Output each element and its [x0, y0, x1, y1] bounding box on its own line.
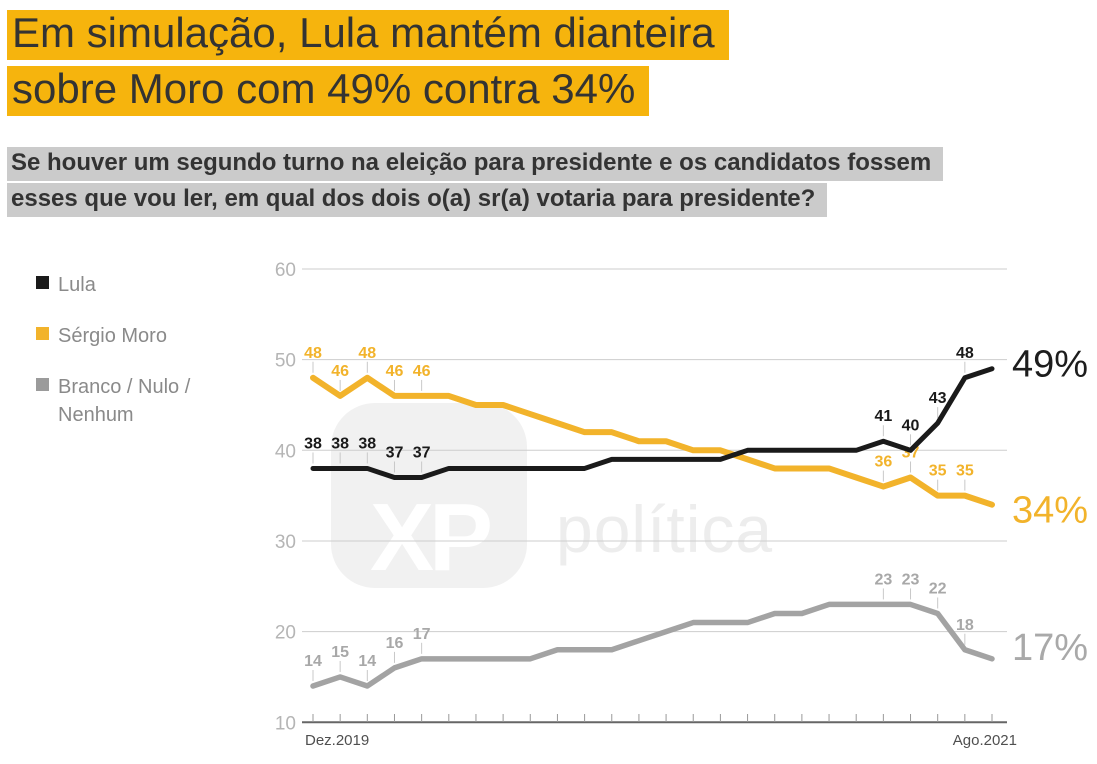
headline-line-1: Em simulação, Lula mantém dianteira — [7, 10, 729, 60]
svg-text:48: 48 — [358, 345, 376, 362]
svg-text:14: 14 — [358, 653, 376, 670]
legend-label-branco-nulo-nenhum: Branco / Nulo / Nenhum — [58, 376, 191, 426]
svg-text:41: 41 — [874, 408, 892, 425]
svg-text:37: 37 — [386, 445, 404, 462]
svg-text:22: 22 — [929, 580, 947, 597]
svg-text:40: 40 — [275, 441, 296, 462]
svg-text:34%: 34% — [1012, 490, 1088, 532]
svg-text:35: 35 — [929, 463, 947, 480]
svg-text:37: 37 — [413, 445, 431, 462]
svg-text:Ago.2021: Ago.2021 — [953, 732, 1017, 749]
branco-nulo-color-swatch — [36, 378, 49, 391]
lula-color-swatch — [36, 276, 49, 289]
svg-text:36: 36 — [874, 454, 892, 471]
legend-item-branco-nulo-nenhum: Branco / Nulo / Nenhum — [36, 373, 190, 429]
svg-text:38: 38 — [304, 435, 322, 452]
svg-text:43: 43 — [929, 390, 947, 407]
svg-text:10: 10 — [275, 713, 296, 734]
legend-label-lula: Lula — [58, 274, 96, 296]
svg-text:17: 17 — [413, 626, 431, 643]
svg-text:60: 60 — [275, 260, 296, 281]
legend-item-lula: Lula — [36, 271, 190, 299]
survey-question: Se houver um segundo turno na eleição pa… — [7, 147, 944, 219]
svg-text:48: 48 — [956, 345, 974, 362]
svg-text:18: 18 — [956, 617, 974, 634]
chart-legend: Lula Sérgio Moro Branco / Nulo / Nenhum — [36, 271, 190, 452]
legend-item-sergio-moro: Sérgio Moro — [36, 322, 190, 350]
svg-text:38: 38 — [358, 435, 376, 452]
svg-text:14: 14 — [304, 653, 322, 670]
svg-text:17%: 17% — [1012, 627, 1088, 669]
survey-question-line-1: Se houver um segundo turno na eleição pa… — [7, 147, 944, 181]
politica-watermark-text: política — [556, 492, 774, 566]
svg-text:35: 35 — [956, 463, 974, 480]
svg-text:16: 16 — [386, 635, 404, 652]
legend-label-sergio-moro: Sérgio Moro — [58, 325, 167, 347]
svg-text:46: 46 — [331, 363, 349, 380]
svg-text:46: 46 — [386, 363, 404, 380]
svg-text:15: 15 — [331, 644, 349, 661]
headline: Em simulação, Lula mantém dianteira sobr… — [7, 10, 729, 122]
svg-text:48: 48 — [304, 345, 322, 362]
svg-text:23: 23 — [874, 571, 892, 588]
svg-text:20: 20 — [275, 623, 296, 644]
svg-text:40: 40 — [902, 417, 920, 434]
survey-question-line-2: esses que vou ler, em qual dos dois o(a)… — [7, 183, 828, 217]
svg-text:46: 46 — [413, 363, 431, 380]
svg-text:Dez.2019: Dez.2019 — [305, 732, 369, 749]
xp-logo-text: XP — [369, 484, 493, 591]
svg-text:30: 30 — [275, 532, 296, 553]
headline-line-2: sobre Moro com 49% contra 34% — [7, 66, 650, 116]
svg-text:49%: 49% — [1012, 344, 1088, 386]
xp-logo-watermark-tile: XP — [331, 403, 527, 588]
svg-text:38: 38 — [331, 435, 349, 452]
svg-text:50: 50 — [275, 351, 296, 372]
sergio-moro-color-swatch — [36, 327, 49, 340]
svg-text:23: 23 — [902, 571, 920, 588]
